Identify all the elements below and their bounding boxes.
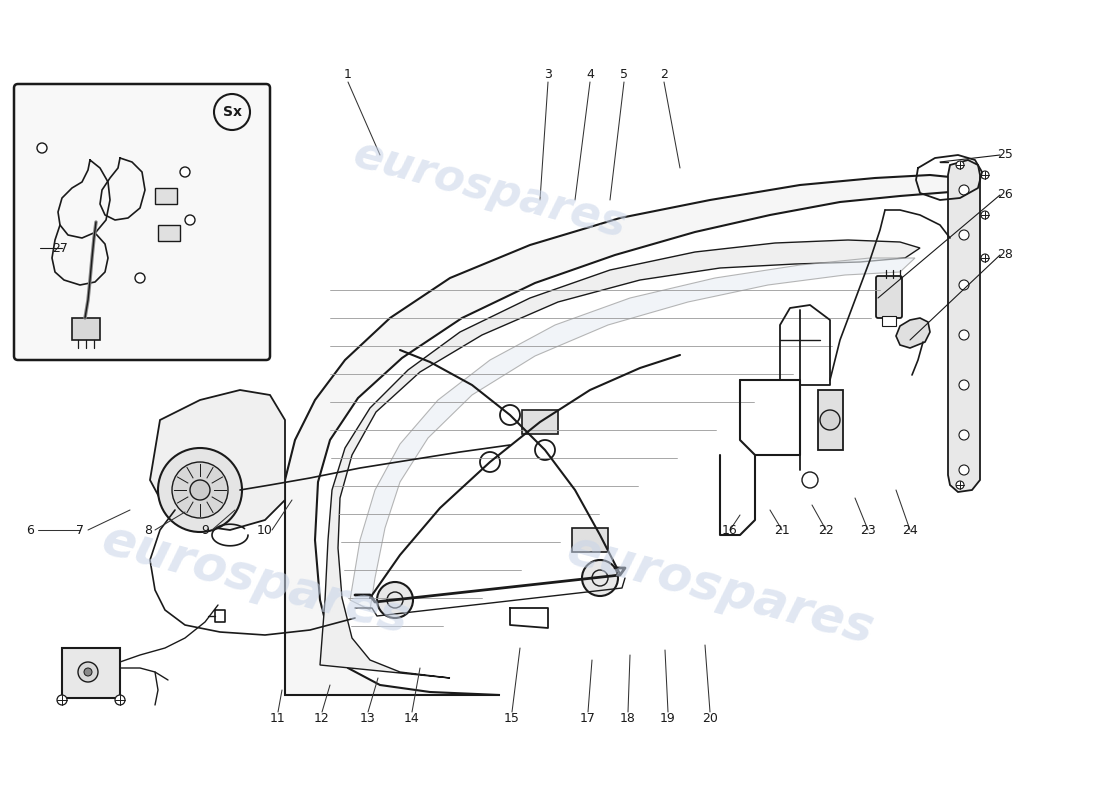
Circle shape: [190, 480, 210, 500]
Circle shape: [981, 254, 989, 262]
Text: 14: 14: [404, 711, 420, 725]
Text: 23: 23: [860, 523, 876, 537]
Circle shape: [172, 462, 228, 518]
FancyBboxPatch shape: [14, 84, 270, 360]
Text: 5: 5: [620, 69, 628, 82]
Polygon shape: [896, 318, 929, 348]
Text: 21: 21: [774, 523, 790, 537]
Circle shape: [802, 472, 818, 488]
Text: 4: 4: [586, 69, 594, 82]
Text: 16: 16: [722, 523, 738, 537]
Text: 13: 13: [360, 711, 376, 725]
FancyBboxPatch shape: [882, 316, 896, 326]
Text: 18: 18: [620, 711, 636, 725]
Circle shape: [959, 465, 969, 475]
Circle shape: [956, 481, 964, 489]
Circle shape: [956, 161, 964, 169]
Polygon shape: [150, 390, 285, 530]
Text: 27: 27: [52, 242, 68, 254]
Circle shape: [377, 582, 412, 618]
Text: 2: 2: [660, 69, 668, 82]
Text: 3: 3: [544, 69, 552, 82]
Circle shape: [959, 330, 969, 340]
Text: 1: 1: [344, 69, 352, 82]
FancyBboxPatch shape: [72, 318, 100, 340]
Circle shape: [500, 405, 520, 425]
FancyBboxPatch shape: [62, 648, 120, 698]
Text: 24: 24: [902, 523, 917, 537]
Circle shape: [57, 695, 67, 705]
Circle shape: [116, 695, 125, 705]
Circle shape: [820, 410, 840, 430]
Text: eurospares: eurospares: [561, 526, 879, 654]
FancyBboxPatch shape: [876, 276, 902, 318]
Polygon shape: [285, 175, 965, 695]
Circle shape: [535, 440, 556, 460]
Text: 11: 11: [271, 711, 286, 725]
Circle shape: [959, 380, 969, 390]
Text: 20: 20: [702, 711, 718, 725]
Text: 7: 7: [76, 523, 84, 537]
Circle shape: [84, 668, 92, 676]
Text: 12: 12: [315, 711, 330, 725]
Polygon shape: [948, 160, 980, 492]
Circle shape: [959, 185, 969, 195]
Text: 9: 9: [201, 523, 209, 537]
Polygon shape: [320, 240, 920, 678]
Circle shape: [959, 430, 969, 440]
Text: 19: 19: [660, 711, 675, 725]
Circle shape: [185, 215, 195, 225]
Circle shape: [37, 143, 47, 153]
Circle shape: [180, 167, 190, 177]
Circle shape: [981, 171, 989, 179]
Circle shape: [981, 211, 989, 219]
Text: 22: 22: [818, 523, 834, 537]
Circle shape: [78, 662, 98, 682]
FancyBboxPatch shape: [818, 390, 843, 450]
FancyBboxPatch shape: [522, 410, 558, 434]
Text: eurospares: eurospares: [349, 133, 631, 247]
FancyBboxPatch shape: [572, 528, 608, 552]
Text: 15: 15: [504, 711, 520, 725]
Text: Sx: Sx: [222, 105, 242, 119]
Text: eurospares: eurospares: [96, 516, 414, 644]
FancyBboxPatch shape: [158, 225, 180, 241]
Circle shape: [959, 230, 969, 240]
Circle shape: [480, 452, 501, 472]
Text: 28: 28: [997, 249, 1013, 262]
Text: 25: 25: [997, 149, 1013, 162]
Text: 26: 26: [997, 189, 1013, 202]
Text: 17: 17: [580, 711, 596, 725]
Circle shape: [959, 280, 969, 290]
Text: 6: 6: [26, 523, 34, 537]
Circle shape: [582, 560, 618, 596]
Text: 8: 8: [144, 523, 152, 537]
Text: 10: 10: [257, 523, 273, 537]
Circle shape: [135, 273, 145, 283]
Polygon shape: [350, 258, 915, 610]
Circle shape: [158, 448, 242, 532]
FancyBboxPatch shape: [155, 188, 177, 204]
